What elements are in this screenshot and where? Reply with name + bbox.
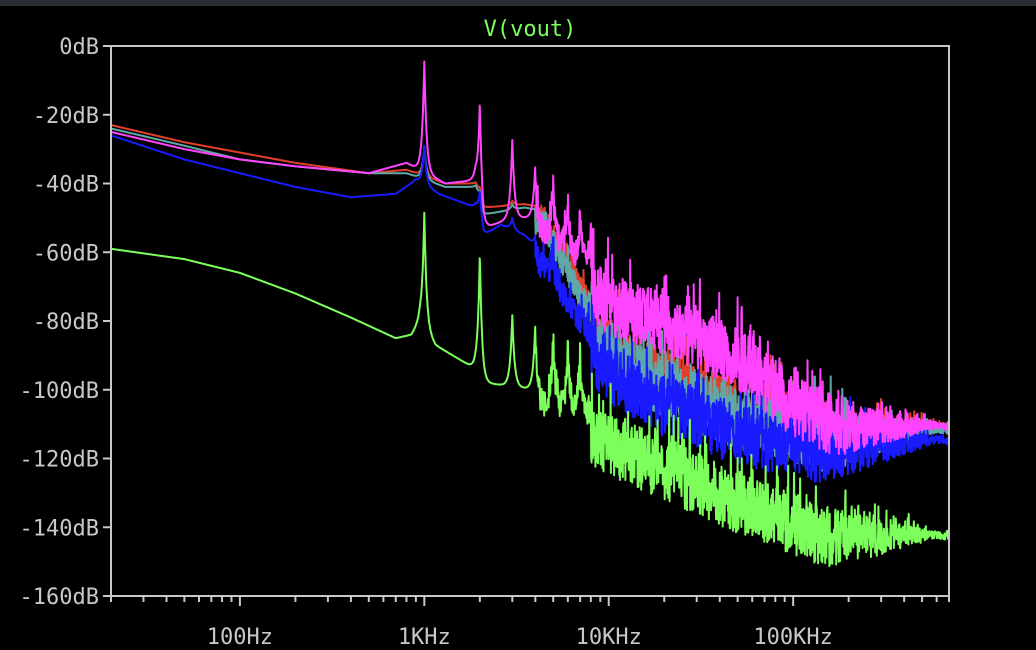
y-tick-label: -140dB xyxy=(20,516,99,541)
x-tick-label: 10KHz xyxy=(576,625,642,650)
y-tick-label: -100dB xyxy=(20,379,99,404)
x-tick-label: 100KHz xyxy=(753,625,832,650)
series-line-5 xyxy=(110,211,950,568)
series-line-3 xyxy=(110,134,950,483)
traces xyxy=(110,60,950,568)
x-tick-label: 100Hz xyxy=(207,625,273,650)
y-tick-label: -40dB xyxy=(33,173,99,198)
y-tick-label: -160dB xyxy=(20,585,99,610)
chart-title: V(vout) xyxy=(484,17,577,42)
series-line-4 xyxy=(110,60,950,455)
window-top-bar xyxy=(0,0,1036,6)
y-tick-label: -80dB xyxy=(33,310,99,335)
axes: 0dB -20dB -40dB -60dB -80dB -100dB -120dB -140d… xyxy=(20,35,950,650)
y-tick-label: -120dB xyxy=(20,448,99,473)
y-tick-label: 0dB xyxy=(59,35,99,60)
y-tick-label: -60dB xyxy=(33,241,99,266)
y-tick-label: -20dB xyxy=(33,104,99,129)
x-tick-label: 1KHz xyxy=(398,625,451,650)
